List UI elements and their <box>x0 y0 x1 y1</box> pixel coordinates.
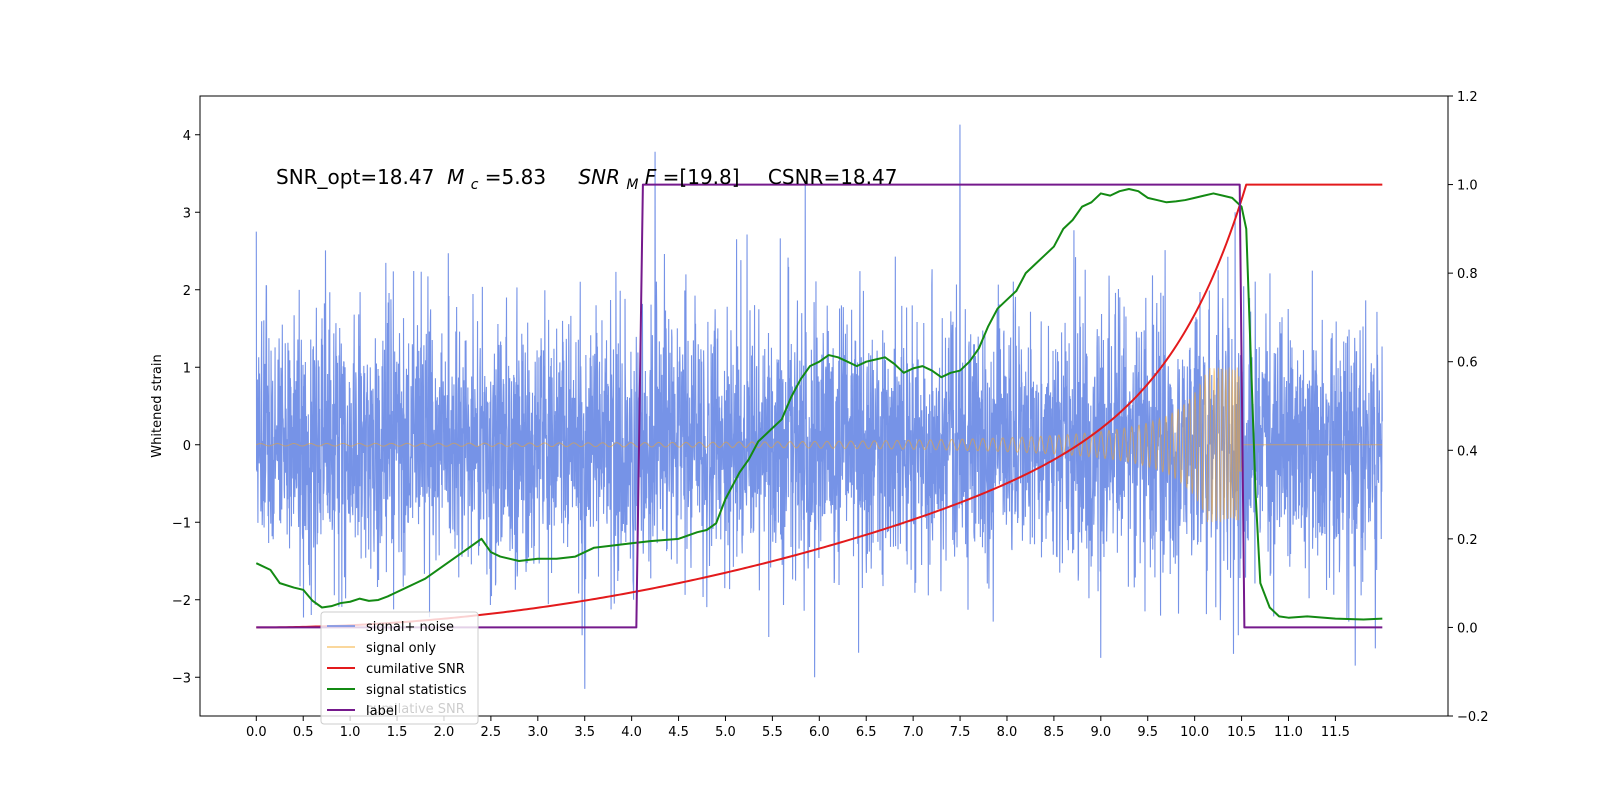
y-tick-label: 2 <box>183 284 191 299</box>
legend-box <box>320 611 479 725</box>
x-tick-label: 3.0 <box>527 725 548 740</box>
x-tick-label: 2.0 <box>434 725 455 740</box>
x-tick-label: 0.5 <box>293 725 314 740</box>
x-tick-label: 4.0 <box>621 725 642 740</box>
axes-layer: 0.0 0.5 1.0 1.5 2.0 2.5 3.0 3.5 4.0 4.5 5.0 5.5 6.0 6… <box>172 90 1489 740</box>
annotation-snr-sub: M <box>626 177 638 193</box>
annotation-mc-symbol: M <box>447 165 464 189</box>
x-tick-label: 1.5 <box>387 725 408 740</box>
x-tick-label: 9.5 <box>1137 725 1158 740</box>
x-tick-label: 10.5 <box>1227 725 1256 740</box>
y2-tick-label: 1.2 <box>1457 90 1478 105</box>
annotation-mc-value: =5.83 <box>485 165 546 189</box>
x-tick-label: 6.0 <box>809 725 830 740</box>
x-tick-label: 2.5 <box>481 725 502 740</box>
x-tick-label: 11.5 <box>1321 725 1350 740</box>
x-tick-label: 5.0 <box>715 725 736 740</box>
y2-tick-label: −0.2 <box>1457 710 1489 725</box>
y2-tick-label: 0.6 <box>1457 356 1478 371</box>
y-tick-label: 0 <box>183 439 191 454</box>
x-tick-label: 7.0 <box>903 725 924 740</box>
legend: cumilative SNR signal+ noise signal only c… <box>320 611 479 725</box>
y-tick-label: 4 <box>183 129 191 144</box>
series-label <box>256 183 1383 629</box>
series-signal-only <box>256 367 1383 523</box>
series-signal-statistics <box>255 188 1383 621</box>
chart-annotation: SNR_opt=18.47 M c =5.83 SNR M F =[19.8] … <box>276 165 897 194</box>
legend-entry-label-label: label <box>366 704 397 719</box>
x-tick-label: 4.5 <box>668 725 689 740</box>
y-tick-label: −1 <box>172 516 191 531</box>
y2-tick-label: 1.0 <box>1457 179 1478 194</box>
y2-tick-label: 0.2 <box>1457 533 1478 548</box>
x-tick-label: 6.5 <box>856 725 877 740</box>
x-tick-label: 9.0 <box>1090 725 1111 740</box>
x-tick-label: 8.5 <box>1044 725 1065 740</box>
legend-entry-cumilative-snr-label: cumilative SNR <box>366 662 465 677</box>
annotation-mc-sub: c <box>471 177 479 193</box>
y-tick-label: 1 <box>183 361 191 376</box>
x-tick-label: 1.0 <box>340 725 361 740</box>
y2-tick-label: 0.0 <box>1457 621 1478 636</box>
y2-tick-label: 0.4 <box>1457 444 1478 459</box>
legend-entry-signal-noise-label: signal+ noise <box>366 620 454 635</box>
legend-entry-signal-statistics-label: signal statistics <box>366 683 467 698</box>
annotation-snr-opt: SNR_opt=18.47 <box>276 165 441 189</box>
y-tick-label: −2 <box>172 594 191 609</box>
y-tick-label: −3 <box>172 671 191 686</box>
x-tick-label: 11.0 <box>1274 725 1303 740</box>
annotation-snr-f: F <box>645 165 657 189</box>
y-axis-title: Whitened strain <box>150 354 165 457</box>
y-tick-label: 3 <box>183 206 191 221</box>
y2-tick-label: 0.8 <box>1457 267 1478 282</box>
x-tick-label: 8.0 <box>997 725 1018 740</box>
annotation-snr-symbol: SNR <box>578 165 620 189</box>
annotation-csnr: CSNR=18.47 <box>768 165 898 189</box>
annotation-snr-value: =[19.8] <box>663 165 740 189</box>
x-tick-label: 3.5 <box>574 725 595 740</box>
x-tick-label: 0.0 <box>246 725 267 740</box>
x-tick-label: 10.0 <box>1180 725 1209 740</box>
x-tick-label: 7.5 <box>950 725 971 740</box>
plot-frame <box>199 95 1449 717</box>
legend-entry-signal-only-label: signal only <box>366 641 436 656</box>
legend-ghost-text: cumilative SNR <box>366 702 465 717</box>
x-tick-label: 5.5 <box>762 725 783 740</box>
